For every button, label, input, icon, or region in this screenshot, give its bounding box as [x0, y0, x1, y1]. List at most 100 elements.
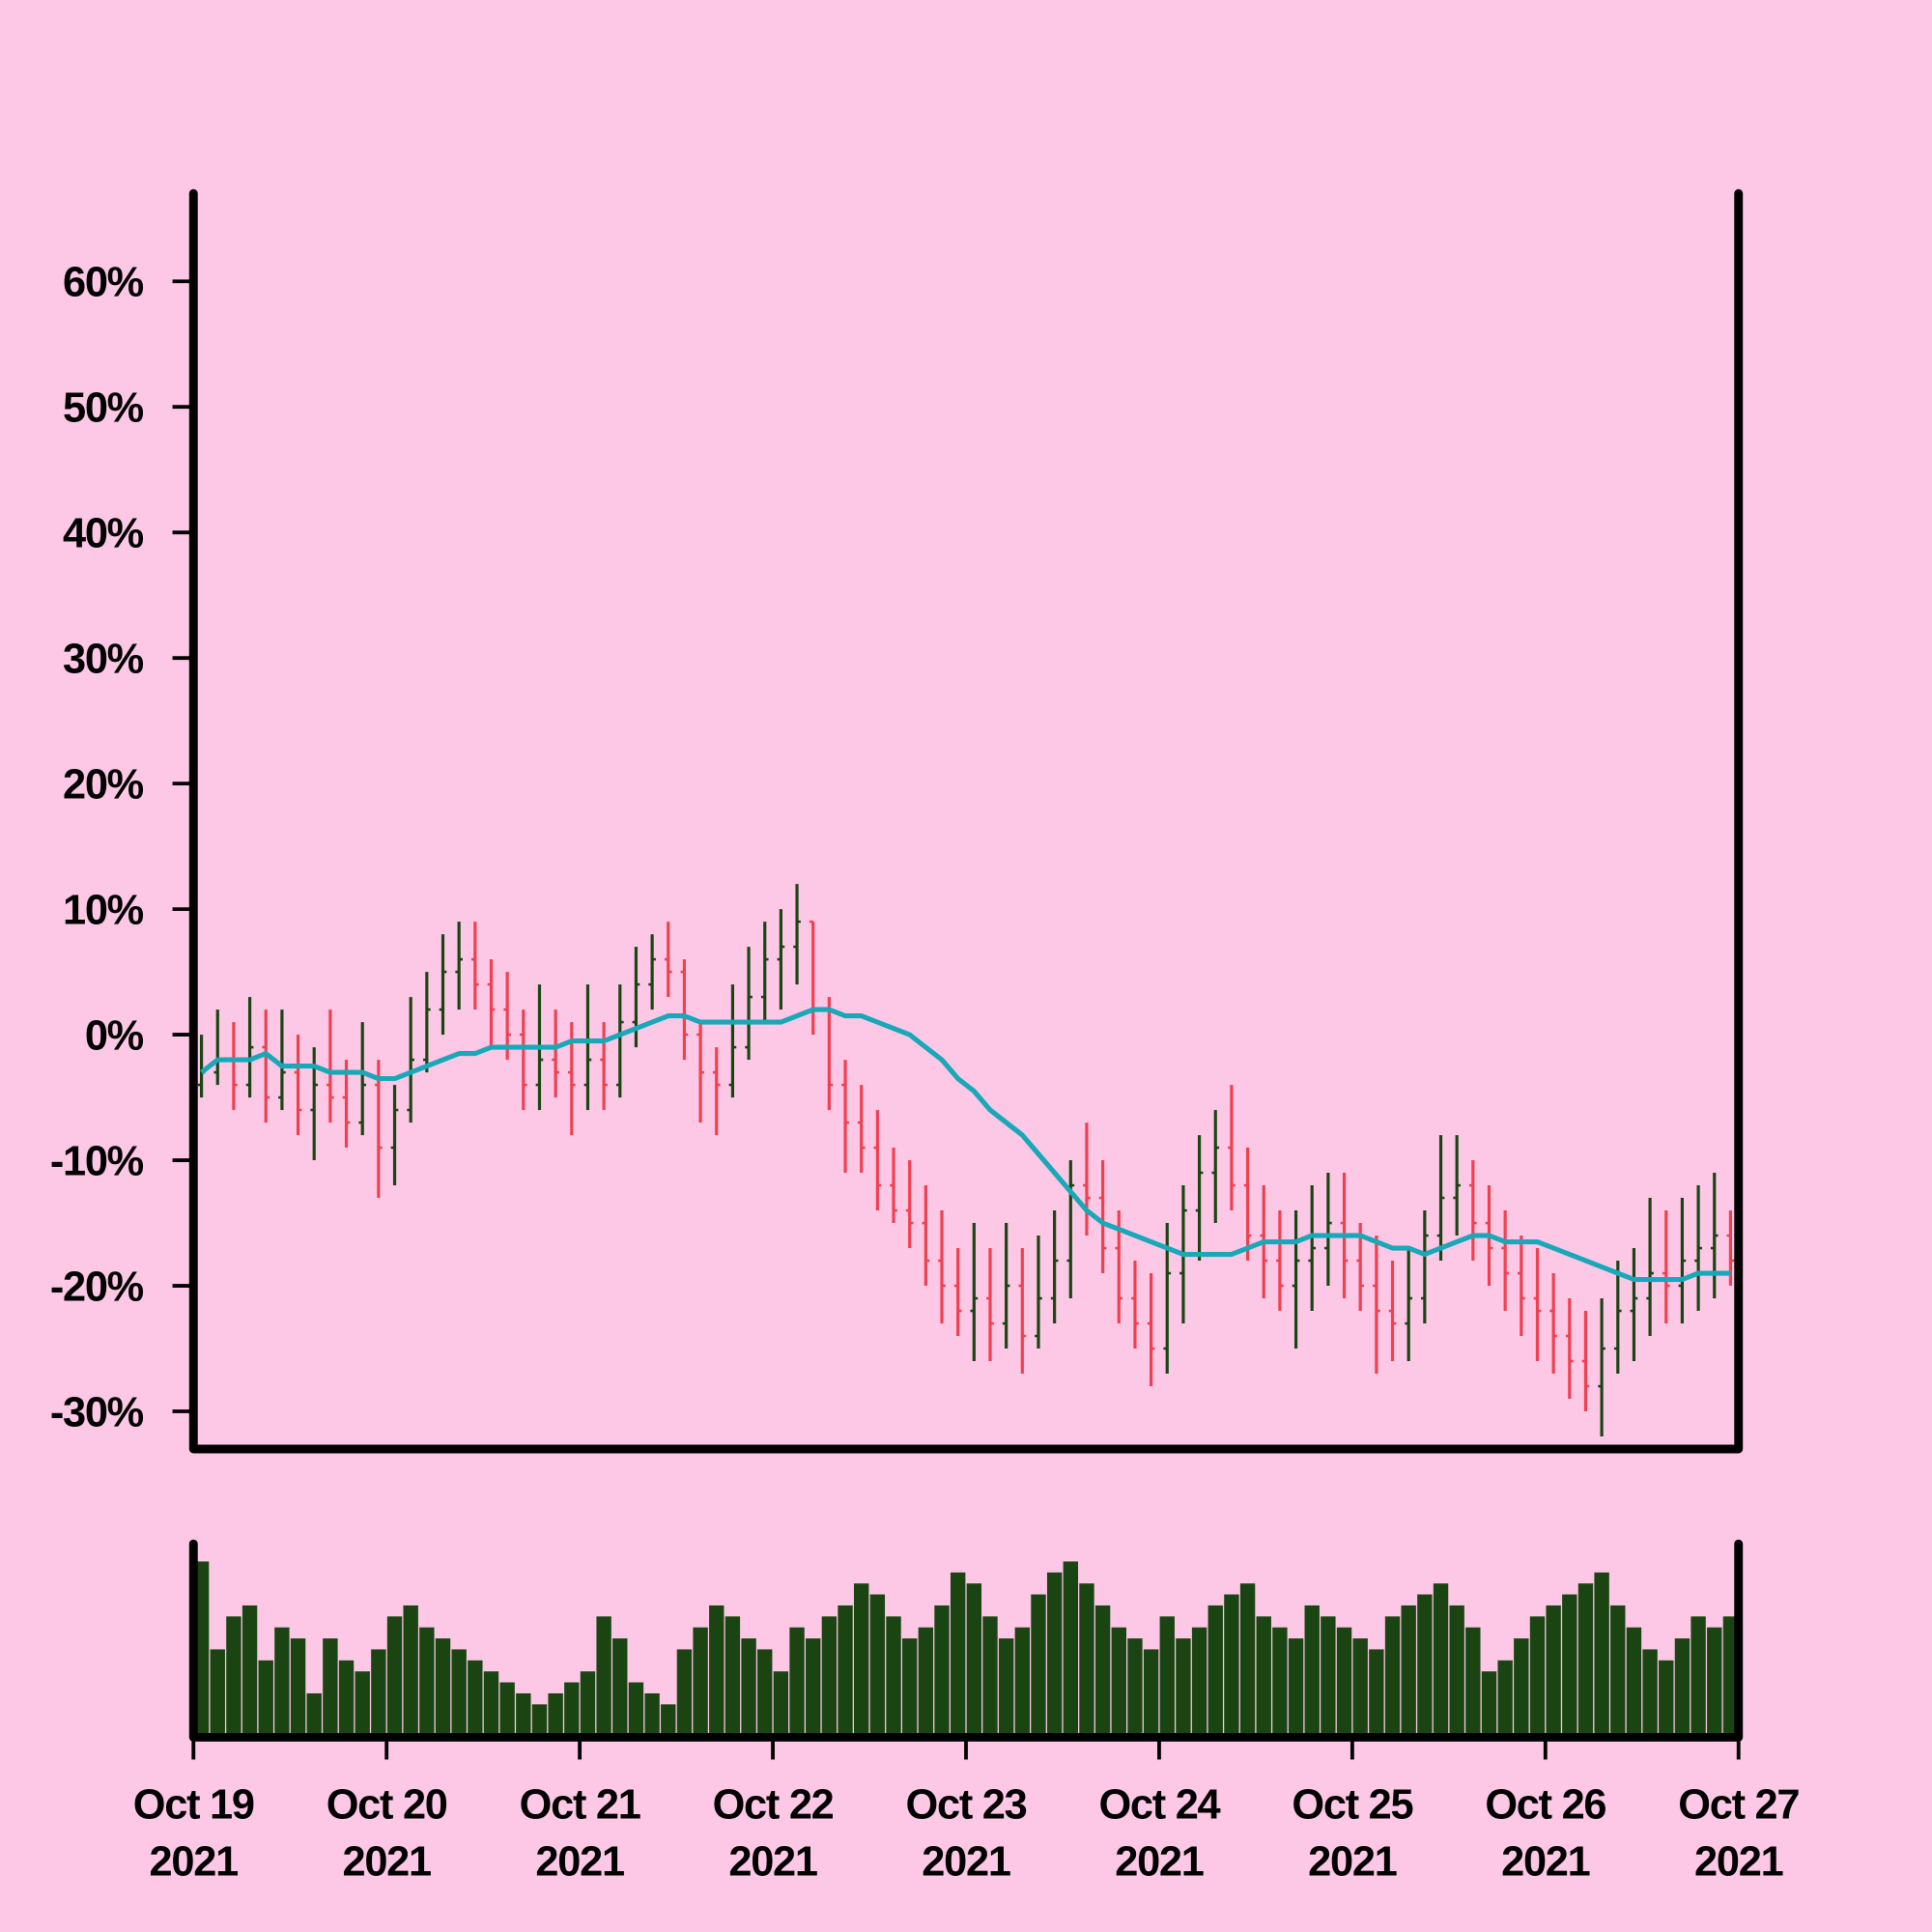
volume-bar [950, 1572, 966, 1738]
x-tick-label-line: Oct 21 [520, 1782, 640, 1829]
volume-bar [773, 1671, 789, 1738]
volume-bar [1111, 1627, 1126, 1738]
volume-bar [757, 1649, 773, 1738]
volume-bar [1722, 1616, 1739, 1738]
volume-bar [258, 1660, 273, 1738]
volume-bar [1642, 1649, 1658, 1738]
volume-bar [226, 1616, 242, 1738]
volume-bar [838, 1605, 853, 1738]
volume-bar [193, 1561, 210, 1738]
volume-bar [596, 1616, 611, 1738]
volume-bar [1304, 1605, 1320, 1738]
volume-bar [1497, 1660, 1513, 1738]
volume-bar [1159, 1616, 1175, 1738]
volume-bar [499, 1682, 515, 1738]
volume-bar [998, 1638, 1014, 1738]
volume-bar [789, 1627, 805, 1738]
x-tick-label: Oct 26 2021 [1485, 1782, 1605, 1886]
volume-bar [1659, 1660, 1674, 1738]
x-tick-label-line: 2021 [1694, 1838, 1783, 1885]
volume-bar [1674, 1638, 1690, 1738]
volume-bar [451, 1649, 467, 1738]
x-tick-label-line: 2021 [728, 1838, 817, 1885]
volume-bar [741, 1638, 756, 1738]
x-tick-label: Oct 23 2021 [906, 1782, 1027, 1886]
x-tick-label-line: Oct 23 [906, 1782, 1027, 1829]
volume-bar [1288, 1638, 1304, 1738]
y-tick-label: 40% [63, 510, 144, 556]
axis-frame [188, 188, 1744, 1454]
volume-bar [1529, 1616, 1546, 1738]
volume-bar [724, 1616, 741, 1738]
x-tick-label: Oct 24 2021 [1098, 1782, 1220, 1886]
volume-bar [355, 1671, 370, 1738]
x-tick-label-line: 2021 [1308, 1838, 1397, 1885]
y-tick-label: 30% [63, 636, 144, 682]
volume-bar [644, 1692, 660, 1738]
volume-bar [1143, 1649, 1159, 1738]
volume-bar [1079, 1583, 1094, 1738]
volume-bar [661, 1704, 676, 1738]
volume-bar [1094, 1605, 1111, 1738]
volume-bar [612, 1638, 628, 1738]
volume-bar [1191, 1627, 1208, 1738]
volume-bar [1690, 1616, 1706, 1738]
volume-bar [1063, 1561, 1078, 1738]
volume-bar [982, 1616, 998, 1738]
x-tick-label-line: 2021 [150, 1838, 239, 1885]
volume-bar [1577, 1583, 1594, 1738]
y-tick-label: 60% [63, 260, 144, 306]
x-tick-label: Oct 22 2021 [713, 1782, 834, 1886]
x-tick-label-line: 2021 [1115, 1838, 1204, 1885]
volume-bar [854, 1583, 869, 1738]
volume-bar [419, 1627, 435, 1738]
volume-bar [821, 1616, 838, 1738]
volume-bar [306, 1692, 322, 1738]
volume-bar [435, 1638, 451, 1738]
volume-bar [1481, 1671, 1497, 1738]
y-tick-label: 0% [85, 1012, 144, 1059]
volume-bar [516, 1692, 531, 1738]
y-tick-label: 20% [63, 761, 144, 808]
x-tick-label-line: Oct 19 [133, 1782, 254, 1829]
volume-bar [564, 1682, 580, 1738]
volume-bar [1256, 1616, 1271, 1738]
volume-bar [1610, 1605, 1626, 1738]
volume-bar [1352, 1638, 1368, 1738]
y-tick-label: -20% [50, 1264, 144, 1310]
volume-bar [886, 1616, 901, 1738]
x-tick-label-line: Oct 20 [327, 1782, 447, 1829]
volume-bar [628, 1682, 644, 1738]
volume-bar [1014, 1627, 1031, 1738]
volume-bar [693, 1627, 708, 1738]
x-tick-label: Oct 20 2021 [327, 1782, 447, 1886]
volume-bar [1562, 1594, 1577, 1738]
volume-bar [1224, 1594, 1239, 1738]
volume-bar [531, 1704, 548, 1738]
x-tick-label-line: Oct 24 [1098, 1782, 1220, 1829]
volume-bar [548, 1692, 563, 1738]
volume-bar [1239, 1583, 1256, 1738]
x-tick-label-line: 2021 [343, 1838, 432, 1885]
y-tick-label: 50% [63, 385, 144, 432]
volume-bar [371, 1649, 386, 1738]
volume-bar [1707, 1627, 1722, 1738]
volume-bar [210, 1649, 225, 1738]
volume-bar [1433, 1583, 1449, 1738]
volume-bar [323, 1638, 338, 1738]
volume-bar [1546, 1605, 1561, 1738]
volume-bar [580, 1671, 596, 1738]
x-tick-label-line: Oct 26 [1485, 1782, 1605, 1829]
x-tick-label: Oct 21 2021 [520, 1782, 640, 1886]
volume-bar [1272, 1627, 1288, 1738]
volume-bar [403, 1605, 418, 1738]
volume-bar [676, 1649, 693, 1738]
volume-bar [1514, 1638, 1529, 1738]
volume-bar [1369, 1649, 1384, 1738]
volume-bar [1449, 1605, 1464, 1738]
volume-bar [1384, 1616, 1401, 1738]
volume-bar [1176, 1638, 1191, 1738]
